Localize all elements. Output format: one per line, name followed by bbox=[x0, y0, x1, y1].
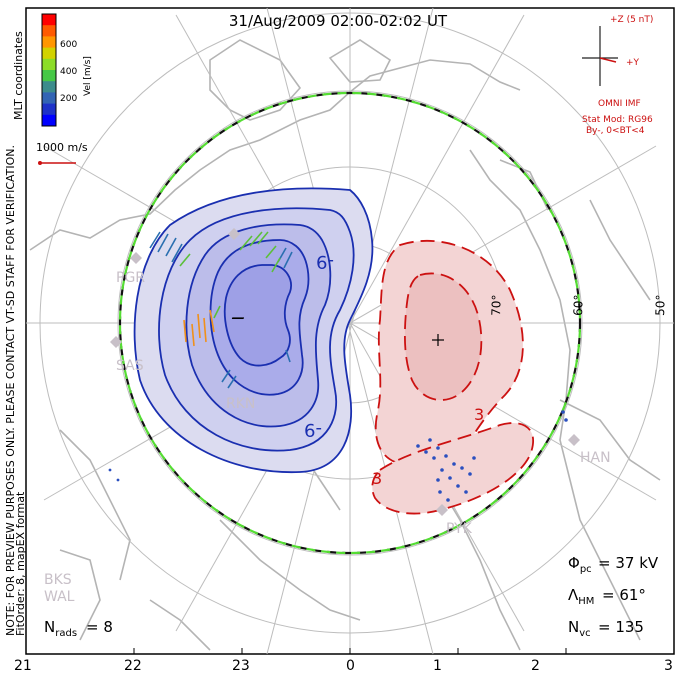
mlt-tick-2: 2 bbox=[531, 658, 540, 674]
station-han: HAN bbox=[580, 450, 611, 466]
lat-label-70: 70° bbox=[489, 294, 504, 316]
station-sas: SAS bbox=[116, 358, 144, 374]
mlt-tick-22: 22 bbox=[124, 658, 142, 674]
station-markers bbox=[110, 228, 580, 516]
map-title: 31/Aug/2009 02:00-02:02 UT bbox=[229, 12, 448, 30]
colorbar-band bbox=[42, 81, 56, 93]
negative-potential-cell bbox=[133, 187, 374, 473]
neg-contour-label: -9 bbox=[316, 251, 334, 272]
stat-model-label: Stat Mod: RG96 bbox=[582, 115, 653, 125]
colorbar-frame bbox=[41, 13, 57, 127]
colorbar-title: Vel [m/s] bbox=[83, 56, 93, 96]
neg-cell-symbol: − bbox=[230, 308, 245, 329]
hm-boundary bbox=[118, 91, 582, 555]
coastlines bbox=[29, 39, 661, 651]
phi-pc-value: = 37 kV bbox=[598, 554, 659, 572]
colorbar-band bbox=[42, 92, 56, 105]
pos-contour-lobe bbox=[371, 422, 535, 515]
station-pgr: PGR bbox=[116, 270, 145, 286]
station-pyk: PYK bbox=[446, 521, 473, 537]
mlt-tick-21: 21 bbox=[14, 658, 32, 674]
colorbar bbox=[42, 14, 56, 127]
reference-vector-label: 1000 m/s bbox=[36, 141, 88, 154]
colorbar-tick-400: 400 bbox=[60, 67, 77, 77]
station-rkn: RKN bbox=[226, 396, 255, 412]
n-vc-value: = 135 bbox=[598, 618, 644, 636]
pos-contour-inner bbox=[403, 272, 483, 401]
neg-contour-label-2: -9 bbox=[304, 419, 322, 440]
colorbar-tick-600: 600 bbox=[60, 40, 77, 50]
mlt-tick-23: 23 bbox=[232, 658, 250, 674]
mlt-tick-1: 1 bbox=[433, 658, 442, 674]
mlt-tick-marks bbox=[25, 648, 675, 654]
station-wal: WAL bbox=[44, 589, 75, 605]
mlt-tick-3: 3 bbox=[664, 658, 673, 674]
station-bks: BKS bbox=[44, 572, 72, 588]
colorbar-band bbox=[42, 36, 56, 49]
colorbar-band bbox=[42, 70, 56, 82]
lat-label-60: 60° bbox=[571, 294, 586, 316]
colorbar-band bbox=[42, 25, 56, 37]
colorbar-band bbox=[42, 103, 56, 116]
lambda-hm-value: = 61° bbox=[602, 586, 646, 604]
colorbar-band bbox=[42, 114, 56, 127]
colorbar-band bbox=[42, 47, 56, 60]
preview-note: NOTE: FOR PREVIEW PURPOSES ONLY. PLEASE … bbox=[4, 145, 17, 636]
coordinate-system-label: MLT coordinates bbox=[12, 31, 25, 120]
positive-potential-cell bbox=[371, 240, 535, 515]
colorbar-tick-200: 200 bbox=[60, 94, 77, 104]
imf-plus-z: +Z (5 nT) bbox=[610, 15, 653, 25]
imf-plus-y: +Y bbox=[626, 58, 640, 68]
lat-label-50: 50° bbox=[653, 294, 668, 316]
pos-contour-label: 3 bbox=[474, 405, 484, 424]
reference-vector-dot bbox=[38, 161, 42, 165]
fit-order-note: FitOrder: 8, mapEX format bbox=[14, 491, 27, 636]
mlt-tick-0: 0 bbox=[346, 658, 355, 674]
n-rads-value: = 8 bbox=[86, 618, 113, 636]
imf-source-label: OMNI IMF bbox=[598, 99, 641, 109]
colorbar-band bbox=[42, 14, 56, 26]
imf-bin-label: By-, 0<BT<4 bbox=[586, 126, 645, 136]
pos-contour-label-2: 3 bbox=[372, 469, 382, 488]
velocity-vectors bbox=[108, 231, 568, 502]
imf-vector bbox=[599, 57, 617, 63]
colorbar-band bbox=[42, 58, 56, 71]
